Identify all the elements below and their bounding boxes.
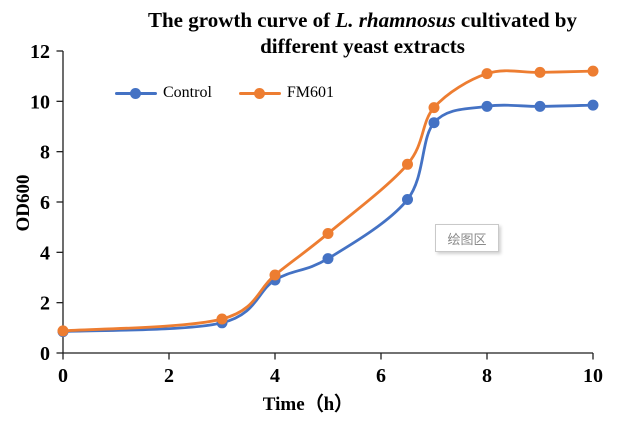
y-axis-title[interactable]: OD600: [13, 174, 34, 232]
y-tick-label: 8: [40, 142, 50, 164]
y-tick-label: 2: [40, 293, 50, 315]
legend-item-control[interactable]: Control: [115, 84, 212, 102]
chart-title-line2: different yeast extracts: [260, 34, 465, 58]
chart-title-species: L. rhamnosus: [335, 8, 456, 32]
series-fm601[interactable]: [57, 65, 599, 337]
data-point-marker: [57, 325, 69, 337]
chart-title[interactable]: The growth curve of L. rhamnosus cultiva…: [90, 7, 635, 59]
data-point-marker: [269, 269, 281, 281]
y-tick-label: 4: [40, 242, 50, 264]
series-line: [61, 103, 595, 333]
x-tick-label: 4: [270, 365, 280, 387]
legend-marker-icon: [115, 87, 157, 99]
data-point-marker: [322, 253, 334, 265]
x-tick-label: 2: [164, 365, 174, 387]
legend-label: Control: [163, 84, 212, 101]
data-point-marker: [428, 102, 440, 114]
legend-item-fm601[interactable]: FM601: [238, 84, 335, 102]
data-point-marker: [481, 100, 493, 112]
data-point-marker: [587, 65, 599, 77]
x-tick-label: 6: [376, 365, 386, 387]
x-tick-label: 10: [583, 365, 603, 387]
plot-area-tooltip-text: 绘图区: [447, 231, 487, 247]
y-tick-label: 6: [40, 192, 50, 214]
y-tick-label: 0: [40, 343, 50, 365]
data-point-marker: [402, 194, 413, 205]
legend-marker-icon: [238, 87, 281, 99]
plot-area-tooltip: 绘图区: [435, 224, 499, 252]
x-axis-title[interactable]: Time（h）: [262, 394, 354, 415]
y-tick-label: 12: [30, 41, 50, 63]
series-control[interactable]: [57, 99, 599, 338]
data-point-marker: [216, 313, 228, 325]
y-tick-label: 10: [30, 91, 50, 113]
data-point-marker: [534, 100, 546, 112]
chart-title-text: The growth curve of: [148, 8, 336, 32]
x-tick-label: 8: [482, 365, 492, 387]
x-tick-label: 0: [58, 365, 68, 387]
data-point-marker: [534, 66, 546, 78]
data-point-marker: [481, 68, 493, 80]
data-point-marker: [587, 99, 599, 111]
chart-title-text-2: cultivated by: [455, 8, 577, 32]
chart-legend: Control FM601: [115, 84, 334, 102]
series-line: [61, 69, 595, 333]
legend-label: FM601: [286, 84, 335, 101]
data-point-marker: [322, 228, 334, 239]
data-point-marker: [428, 117, 440, 129]
data-point-marker: [402, 158, 413, 170]
